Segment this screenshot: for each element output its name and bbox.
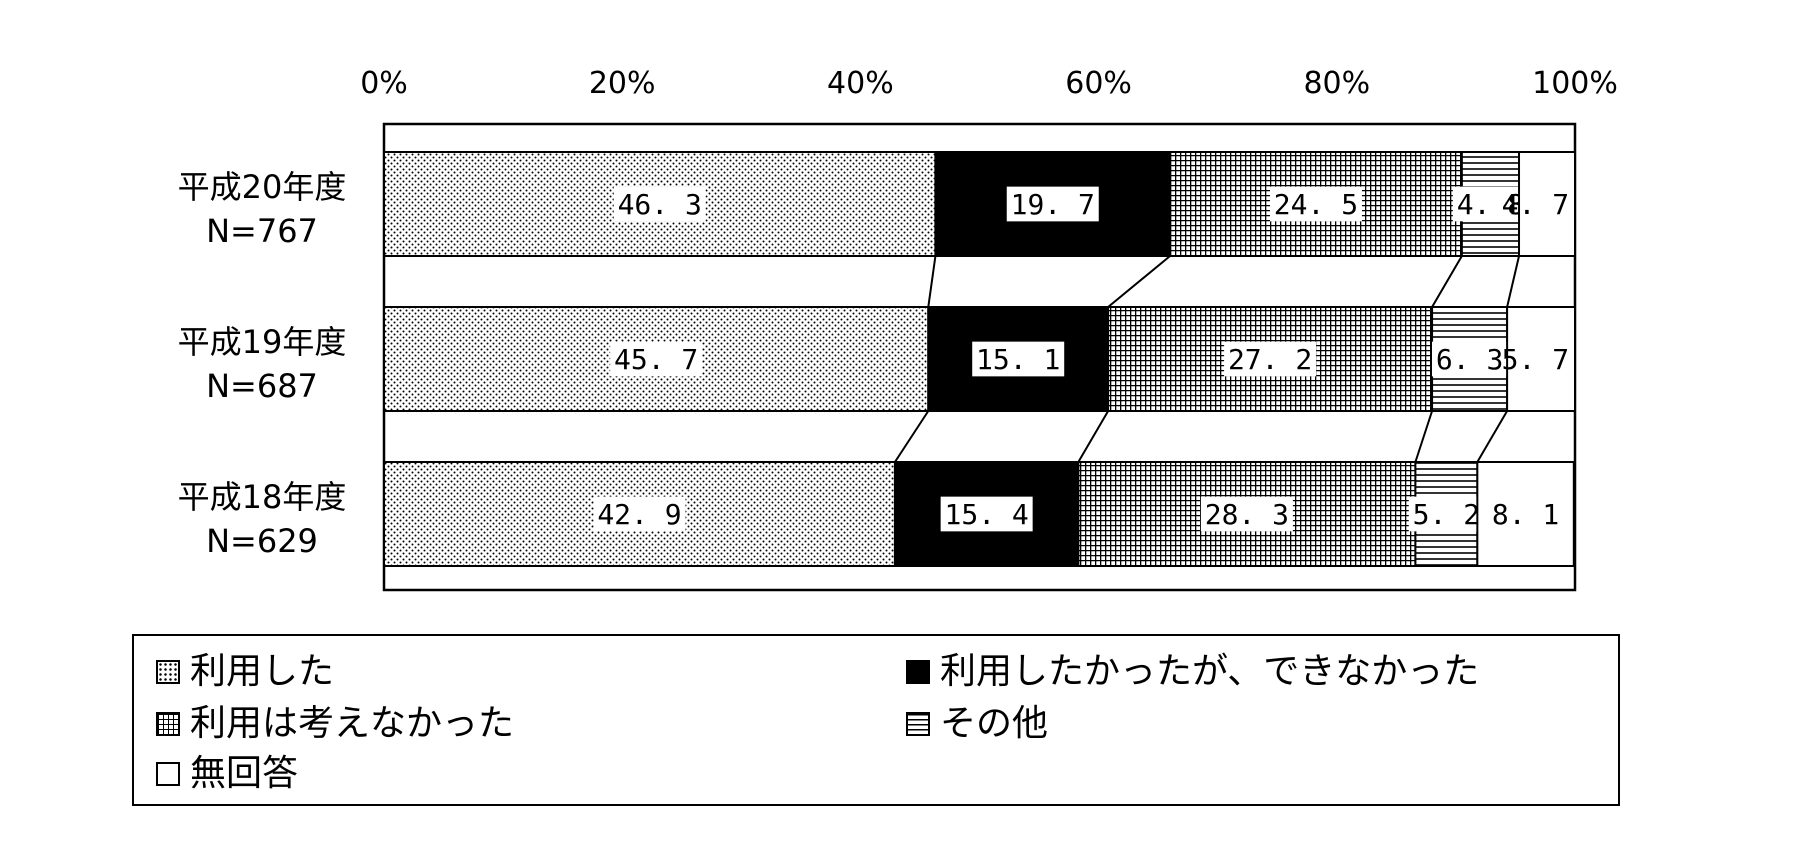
empty-box-swatch [156, 762, 180, 786]
data-label-box [613, 186, 706, 222]
data-label-box [1224, 341, 1317, 377]
connector-line [1431, 255, 1463, 308]
data-label: 15. 1 [976, 343, 1060, 376]
legend-item-wanted-but-could-not: 利用したかったが、できなかった [906, 654, 1479, 690]
data-label: 45. 7 [614, 343, 698, 376]
category-label-n: N=629 [206, 522, 318, 560]
legend-item-used: 利用した [156, 654, 334, 690]
bar-segment [1476, 461, 1575, 567]
category-label-year: 平成20年度 [178, 168, 347, 206]
legend-item-no-answer: 無回答 [156, 756, 298, 792]
x-tick-label: 100% [1532, 66, 1618, 101]
data-label-box [1006, 186, 1099, 222]
plot-area: 46. 3 19. 7 24. 5 4. 84. 7 45. 7 15. 1 27. 2 6.… [382, 122, 1577, 592]
legend-label: 利用したかったが、できなかった [940, 651, 1480, 692]
grid-pattern-swatch [156, 712, 180, 736]
data-label: 28. 3 [1205, 498, 1289, 531]
data-label: 27. 2 [1228, 343, 1312, 376]
data-label: 8. 1 [1492, 498, 1559, 531]
data-label-box [1408, 496, 1484, 532]
x-tick-label: 80% [1303, 66, 1370, 101]
legend-label: 無回答 [190, 753, 299, 794]
data-label: 5. 7 [1502, 343, 1569, 376]
data-label-box [1200, 496, 1293, 532]
data-label-box [1269, 186, 1362, 222]
connector-line [927, 255, 937, 308]
data-label: 15. 4 [944, 498, 1028, 531]
connector-line [894, 410, 930, 463]
connector-line [1506, 255, 1520, 308]
data-label-box [610, 341, 703, 377]
connector-line [1476, 410, 1508, 463]
x-tick-label: 0% [360, 66, 408, 101]
data-label: 19. 7 [1011, 188, 1095, 221]
legend-item-not-considered: 利用は考えなかった [156, 706, 514, 742]
legend-item-other: その他 [906, 706, 1048, 742]
data-label: 24. 5 [1274, 188, 1358, 221]
connector-line [1077, 410, 1109, 463]
hlines-pattern-swatch [906, 712, 930, 736]
x-axis: 0% 20% 40% 60% 80% 100% [360, 66, 1618, 134]
x-tick-label: 20% [589, 66, 656, 101]
connector-line [1107, 255, 1171, 308]
data-label: 6. 3 [1436, 343, 1503, 376]
category-labels: 平成20年度 N=767 平成19年度 N=687 平成18年度 N=629 [178, 168, 347, 560]
data-label-box [940, 496, 1033, 532]
legend-label: 利用は考えなかった [190, 703, 515, 744]
data-label: 46. 3 [618, 188, 702, 221]
data-label-box [593, 496, 686, 532]
data-label: 4. 7 [1502, 188, 1569, 221]
bar-segment [1518, 151, 1576, 257]
data-label: 5. 2 [1413, 498, 1480, 531]
data-label-box [1452, 186, 1529, 222]
x-tick-label: 60% [1065, 66, 1132, 101]
category-label-n: N=687 [206, 367, 318, 405]
legend-label: 利用した [190, 651, 335, 692]
category-label-year: 平成18年度 [178, 478, 347, 516]
dots-pattern-swatch [156, 660, 180, 684]
data-label-box [972, 341, 1065, 377]
data-label-box [1431, 341, 1508, 377]
data-label: 42. 9 [597, 498, 681, 531]
legend-label: その他 [940, 703, 1049, 744]
category-label-n: N=767 [206, 212, 318, 250]
connector-line [1414, 410, 1434, 463]
legend: 利用した 利用したかったが、できなかった 利用は考えなかった その他 無回答 [132, 634, 1620, 806]
x-tick-label: 40% [827, 66, 894, 101]
category-label-year: 平成19年度 [178, 323, 347, 361]
data-label: 4. 8 [1457, 188, 1524, 221]
solid-black-swatch [906, 660, 930, 684]
bar-segment [1506, 306, 1577, 412]
